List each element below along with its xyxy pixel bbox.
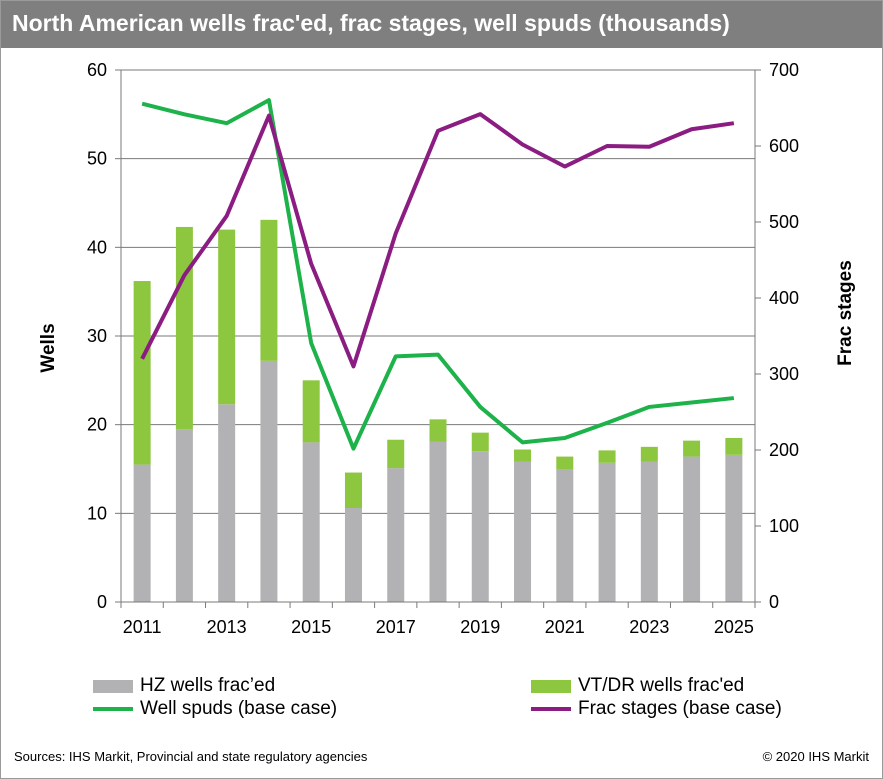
x-tick-label: 2015 [291,617,331,637]
bar-hz-wells [640,461,658,602]
bar-vt-dr-wells [344,472,362,509]
y-right-tick-label: 300 [769,364,799,384]
y-right-tick-label: 500 [769,212,799,232]
x-tick-label: 2019 [460,617,500,637]
x-tick-label: 2011 [123,617,162,637]
bar-vt-dr-wells [260,219,278,361]
legend-swatch-vt [531,679,571,693]
x-tick-label: 2021 [545,617,585,637]
x-tick-label: 2023 [629,617,669,637]
bar-vt-dr-wells [302,380,320,443]
y-right-tick-label: 200 [769,440,799,460]
bar-vt-dr-wells [218,229,236,405]
y-right-tick-label: 100 [769,516,799,536]
bar-vt-dr-wells [514,449,532,462]
bar-hz-wells [302,442,320,602]
bar-hz-wells [260,360,278,602]
y-left-tick-label: 60 [87,60,107,80]
chart-title: North American wells frac'ed, frac stage… [12,10,730,36]
bar-vt-dr-wells [387,439,405,469]
bar-hz-wells [133,464,151,602]
bar-vt-dr-wells [640,446,658,462]
x-tick-label: 2017 [376,617,416,637]
bar-hz-wells [429,441,447,602]
y-left-tick-label: 30 [87,326,107,346]
bar-hz-wells [218,404,236,602]
bar-vt-dr-wells [175,226,193,430]
legend-label-hz: HZ wells frac’ed [140,675,276,696]
bar-hz-wells [175,429,193,602]
bar-hz-wells [514,461,532,602]
x-tick-label: 2013 [207,617,247,637]
line-well-spuds [141,98,735,451]
bar-vt-dr-wells [683,440,701,457]
y-right-tick-label: 700 [769,60,799,80]
legend-item-vt: VT/DR wells frac'ed [531,675,744,697]
bar-vt-dr-wells [598,450,616,463]
legend-swatch-hz [93,679,133,693]
bar-hz-wells [344,508,362,602]
bar-vt-dr-wells [725,437,743,455]
bar-vt-dr-wells [556,456,574,469]
legend-item-spuds: Well spuds (base case) [93,698,337,720]
copyright-note: © 2020 IHS Markit [762,749,869,764]
bar-hz-wells [598,462,616,602]
title-bar: North American wells frac'ed, frac stage… [1,1,882,48]
legend-label-stages: Frac stages (base case) [578,698,782,719]
bar-hz-wells [556,469,574,602]
bar-vt-dr-wells [471,432,489,452]
bars-group [133,219,743,602]
line-frac-stages [140,112,735,369]
x-tick-label: 2025 [714,617,754,637]
y-left-tick-label: 0 [97,592,107,612]
y-axis-left-title: Wells [38,323,59,372]
legend-label-vt: VT/DR wells frac'ed [578,675,745,696]
source-note: Sources: IHS Markit, Provincial and stat… [14,749,368,764]
bar-hz-wells [683,456,701,602]
y-left-tick-label: 20 [87,415,107,435]
y-left-tick-label: 40 [87,237,107,257]
y-left-tick-label: 10 [87,503,107,523]
legend-item-hz: HZ wells frac’ed [93,675,275,697]
bar-vt-dr-wells [429,419,447,442]
y-right-tick-label: 0 [769,592,779,612]
axes-group [115,69,761,608]
bar-hz-wells [471,451,489,602]
lines-group [140,98,735,451]
y-right-tick-label: 400 [769,288,799,308]
y-left-tick-label: 50 [87,149,107,169]
legend-label-spuds: Well spuds (base case) [140,698,338,719]
bar-hz-wells [725,454,743,602]
bar-hz-wells [387,468,405,602]
y-right-tick-label: 600 [769,136,799,156]
y-axis-right-title: Frac stages [835,260,856,366]
bar-vt-dr-wells [133,281,151,465]
legend-item-stages: Frac stages (base case) [531,698,782,720]
legend-swatch-spuds [93,707,133,711]
legend-swatch-stages [531,707,571,711]
